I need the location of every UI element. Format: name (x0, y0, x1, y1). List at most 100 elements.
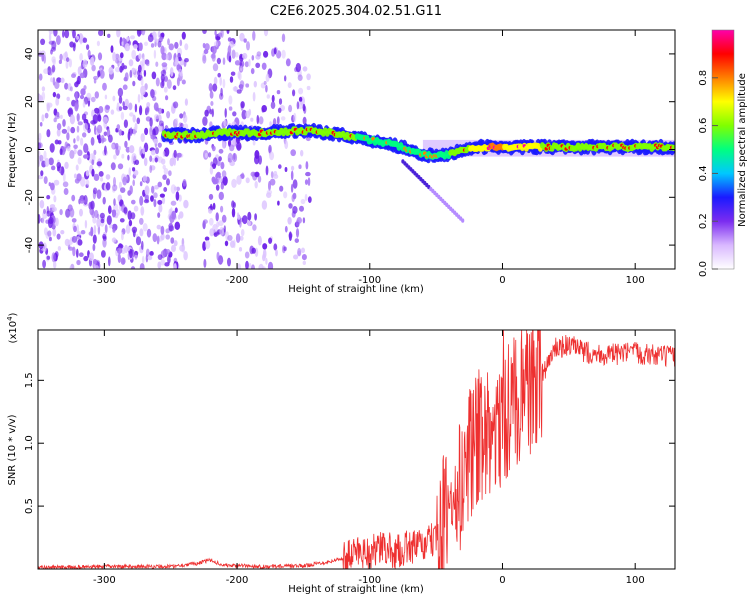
noise-blob (91, 159, 95, 166)
noise-blob (214, 231, 220, 236)
noise-blob (132, 229, 136, 238)
noise-blob (102, 196, 106, 205)
noise-blob (40, 170, 44, 177)
noise-blob (271, 94, 275, 103)
noise-blob (92, 243, 96, 252)
noise-blob (232, 86, 239, 92)
noise-blob (239, 219, 242, 228)
noise-blob (210, 203, 213, 211)
noise-blob (48, 236, 52, 242)
noise-blob (235, 52, 239, 58)
noise-blob (277, 107, 282, 114)
noise-blob (252, 91, 256, 102)
spectrogram-xtick-label: -300 (93, 275, 116, 286)
noise-blob (155, 77, 160, 87)
noise-blob (252, 30, 256, 41)
noise-blob (120, 257, 126, 265)
noise-blob (39, 154, 44, 162)
noise-blob (149, 117, 153, 127)
noise-blob (145, 248, 150, 257)
noise-blob (302, 103, 306, 112)
noise-blob (161, 62, 168, 68)
noise-blob (220, 161, 225, 170)
noise-blob (51, 40, 57, 50)
noise-blob (168, 43, 174, 51)
noise-blob (140, 85, 146, 96)
noise-blob (100, 177, 104, 182)
noise-blob (112, 51, 116, 62)
noise-blob (62, 181, 69, 188)
noise-blob (269, 151, 275, 161)
noise-blob (222, 57, 226, 65)
noise-blob (165, 54, 169, 61)
noise-blob (118, 181, 122, 189)
noise-blob (116, 247, 123, 254)
noise-blob (214, 30, 217, 36)
noise-blob (91, 209, 95, 219)
noise-blob (98, 106, 104, 114)
noise-blob (178, 211, 184, 219)
noise-blob (153, 126, 159, 136)
noise-blob (110, 109, 115, 115)
noise-blob (74, 102, 79, 112)
noise-blob (287, 82, 292, 89)
noise-blob (157, 181, 163, 188)
noise-blob (64, 238, 70, 247)
noise-blob (64, 161, 69, 169)
noise-blob (110, 162, 116, 171)
noise-blob (270, 171, 274, 179)
noise-blob (138, 53, 142, 60)
noise-blob (51, 64, 56, 73)
colorbar-label: Normalized spectral amplitude (737, 73, 748, 227)
noise-blob (211, 163, 217, 170)
noise-blob (295, 228, 300, 238)
noise-blob (117, 87, 124, 97)
noise-blob (128, 102, 133, 111)
noise-blob (165, 95, 169, 101)
noise-blob (222, 78, 226, 89)
noise-blob (162, 174, 167, 180)
noise-blob (46, 129, 51, 138)
noise-blob (173, 240, 178, 247)
spectrogram-ytick-label: 20 (24, 95, 35, 108)
noise-blob (221, 214, 227, 223)
noise-blob (165, 234, 170, 240)
noise-blob (117, 253, 121, 264)
snr-scale-label: (x104) (6, 312, 19, 343)
noise-blob (83, 143, 89, 154)
noise-blob (77, 66, 82, 76)
noise-blob (179, 113, 184, 119)
noise-blob (170, 184, 177, 194)
noise-blob (102, 82, 107, 91)
noise-blob (113, 198, 116, 206)
noise-blob (71, 218, 77, 223)
noise-blob (77, 231, 81, 236)
noise-blob (304, 193, 308, 202)
noise-blob (266, 189, 273, 195)
noise-blob (183, 251, 188, 261)
noise-blob (111, 143, 115, 150)
noise-blob (82, 132, 87, 138)
noise-blob (149, 165, 153, 173)
noise-blob (125, 224, 131, 234)
noise-blob (160, 69, 167, 77)
noise-blob (133, 44, 138, 49)
noise-blob (173, 149, 177, 159)
noise-blob (156, 235, 160, 245)
noise-blob (116, 30, 121, 38)
noise-blob (170, 200, 177, 206)
noise-blob (302, 116, 307, 125)
noise-blob (224, 240, 229, 247)
noise-blob (76, 35, 79, 40)
snr-scale-prefix: (x10 (8, 321, 19, 344)
noise-blob (129, 145, 135, 154)
noise-blob (52, 228, 57, 237)
noise-blob (52, 206, 57, 212)
noise-blob (251, 264, 255, 269)
noise-blob (302, 217, 306, 224)
noise-blob (276, 116, 280, 125)
noise-blob (48, 30, 54, 35)
noise-blob (77, 121, 83, 126)
snr-xtick-label: -100 (358, 575, 381, 586)
noise-blob (296, 101, 300, 110)
